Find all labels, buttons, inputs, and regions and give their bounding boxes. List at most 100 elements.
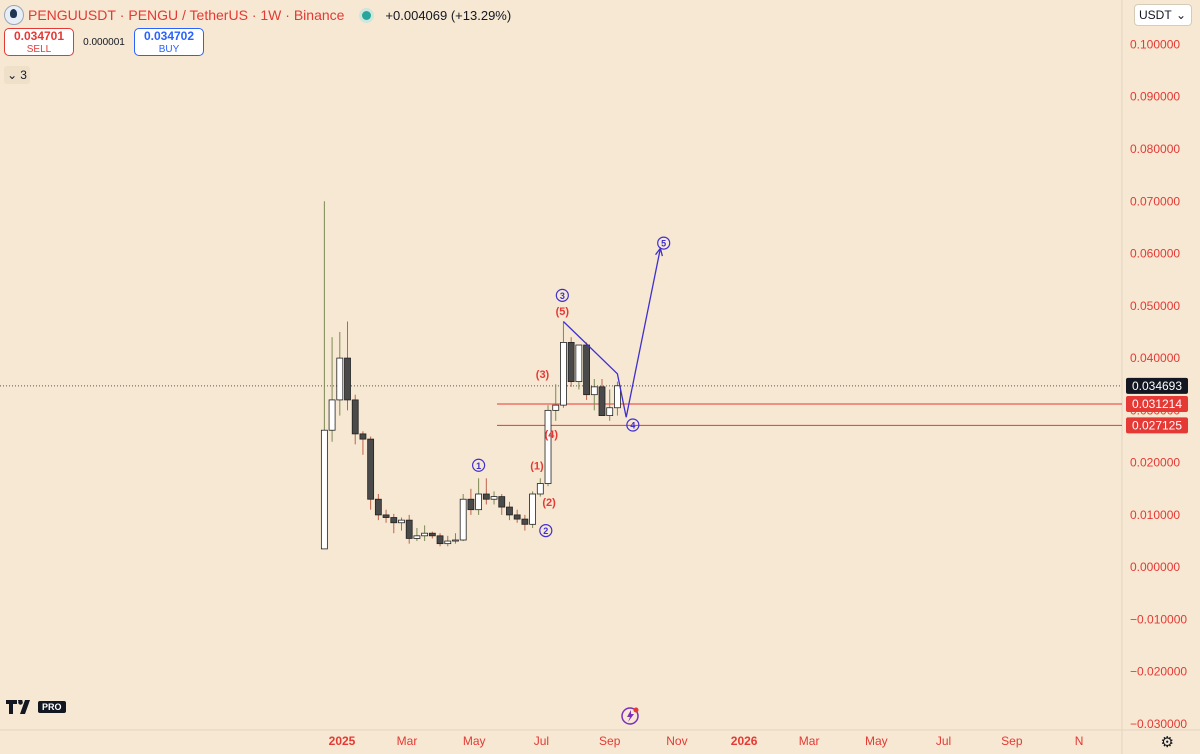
y-tick-label: 0.010000 xyxy=(1130,508,1180,522)
currency-value: USDT xyxy=(1139,8,1172,22)
lightning-event-icon[interactable] xyxy=(621,707,639,725)
y-tick-label: −0.020000 xyxy=(1130,665,1187,679)
tradingview-logo-icon xyxy=(6,700,30,714)
wave-label: 3 xyxy=(560,291,565,301)
candle[interactable] xyxy=(344,357,351,401)
y-tick-label: 0.040000 xyxy=(1130,351,1180,365)
lightning-bolt-icon xyxy=(627,710,634,722)
candle[interactable] xyxy=(336,357,344,401)
candle[interactable] xyxy=(320,429,328,550)
candle[interactable] xyxy=(436,535,444,545)
candle[interactable] xyxy=(382,514,390,518)
candle[interactable] xyxy=(575,344,583,383)
wave-label: 5 xyxy=(661,239,666,249)
pro-badge: PRO xyxy=(38,701,66,713)
indicator-count: 3 xyxy=(20,68,27,82)
x-tick-label: Jul xyxy=(534,734,549,748)
gear-icon[interactable]: ⚙ xyxy=(1160,734,1174,751)
candle[interactable] xyxy=(521,518,529,525)
candle[interactable] xyxy=(529,493,536,525)
y-tick-label: 0.060000 xyxy=(1130,247,1180,261)
symbol-name: PENGU / TetherUS xyxy=(128,7,248,23)
candle[interactable] xyxy=(390,517,398,524)
candle[interactable] xyxy=(567,342,575,383)
x-tick-label: May xyxy=(865,734,888,748)
candle[interactable] xyxy=(560,342,567,406)
x-tick-label: Mar xyxy=(799,734,820,748)
elliott-projection-path[interactable] xyxy=(562,248,662,418)
candle[interactable] xyxy=(475,493,483,511)
wave-label-circle xyxy=(472,458,486,472)
candle[interactable] xyxy=(606,407,614,416)
price-line-label: 0.031214 xyxy=(1132,397,1182,411)
candle[interactable] xyxy=(590,386,598,396)
y-tick-label: 0.080000 xyxy=(1130,142,1180,156)
y-tick-label: 0.050000 xyxy=(1130,299,1180,313)
price-change: +0.004069 (+13.29%) xyxy=(385,7,512,23)
current-price-label: 0.034693 xyxy=(1132,379,1182,393)
candle[interactable] xyxy=(452,539,459,542)
candle[interactable] xyxy=(351,399,359,435)
candle[interactable] xyxy=(614,385,621,409)
wave-label: 4 xyxy=(630,421,635,431)
notification-dot xyxy=(633,707,639,713)
sub-wave-label: (2) xyxy=(542,497,556,509)
buy-label: BUY xyxy=(158,44,180,55)
x-tick-label: 2026 xyxy=(731,734,758,748)
candle[interactable] xyxy=(498,496,506,508)
candle[interactable] xyxy=(490,496,498,500)
y-tick-label: 0.070000 xyxy=(1130,194,1180,208)
candle[interactable] xyxy=(552,404,560,411)
candle[interactable] xyxy=(444,540,452,545)
sub-wave-label: (1) xyxy=(530,460,544,472)
candle[interactable] xyxy=(421,532,429,537)
indicators-toggle-button[interactable]: ⌄ 3 xyxy=(4,66,30,84)
candle[interactable] xyxy=(374,498,382,516)
currency-select[interactable]: USDT ⌄ xyxy=(1134,4,1192,26)
candle[interactable] xyxy=(598,386,606,416)
sub-wave-label: (4) xyxy=(545,429,559,441)
candle[interactable] xyxy=(536,483,544,495)
wave-label: 1 xyxy=(476,461,481,471)
x-tick-label: Mar xyxy=(397,734,418,748)
candle[interactable] xyxy=(544,409,552,484)
exchange: Binance xyxy=(293,7,345,23)
candle[interactable] xyxy=(413,535,421,539)
candle[interactable] xyxy=(583,344,590,396)
chevron-down-icon: ⌄ xyxy=(1175,8,1186,22)
interval[interactable]: 1W xyxy=(260,7,282,23)
candle[interactable] xyxy=(405,519,413,539)
buy-button[interactable]: 0.034702 BUY xyxy=(134,28,204,56)
candle[interactable] xyxy=(482,493,490,500)
candle[interactable] xyxy=(428,532,436,537)
candle[interactable] xyxy=(513,514,521,520)
x-tick-label: Jul xyxy=(936,734,951,748)
candle[interactable] xyxy=(328,399,336,431)
symbol-ticker[interactable]: PENGUUSDT xyxy=(28,7,116,23)
sell-label: SELL xyxy=(26,44,52,55)
candle[interactable] xyxy=(506,506,513,516)
chevron-down-icon: ⌄ xyxy=(7,68,18,82)
sell-button[interactable]: 0.034701 SELL xyxy=(4,28,74,56)
candle[interactable] xyxy=(398,519,405,524)
wave-label-circle xyxy=(555,288,569,302)
candle[interactable] xyxy=(359,433,367,440)
trade-panel: 0.034701 SELL 0.000001 0.034702 BUY xyxy=(4,28,204,56)
x-tick-label: 2025 xyxy=(329,734,356,748)
separator: · xyxy=(285,7,290,23)
candle[interactable] xyxy=(367,438,375,500)
tradingview-logo[interactable]: PRO xyxy=(6,700,66,714)
x-tick-label: May xyxy=(463,734,486,748)
y-tick-label: −0.010000 xyxy=(1130,612,1187,626)
separator: · xyxy=(251,7,257,23)
separator: · xyxy=(119,7,125,23)
wave-label-circle xyxy=(657,236,671,250)
candle[interactable] xyxy=(467,498,475,511)
candle[interactable] xyxy=(459,498,467,541)
market-status-icon xyxy=(362,10,372,20)
sell-price: 0.034701 xyxy=(13,29,65,43)
price-line-label-bg xyxy=(1126,396,1188,413)
price-line-label: 0.027125 xyxy=(1132,418,1182,432)
buy-price: 0.034702 xyxy=(143,29,195,43)
